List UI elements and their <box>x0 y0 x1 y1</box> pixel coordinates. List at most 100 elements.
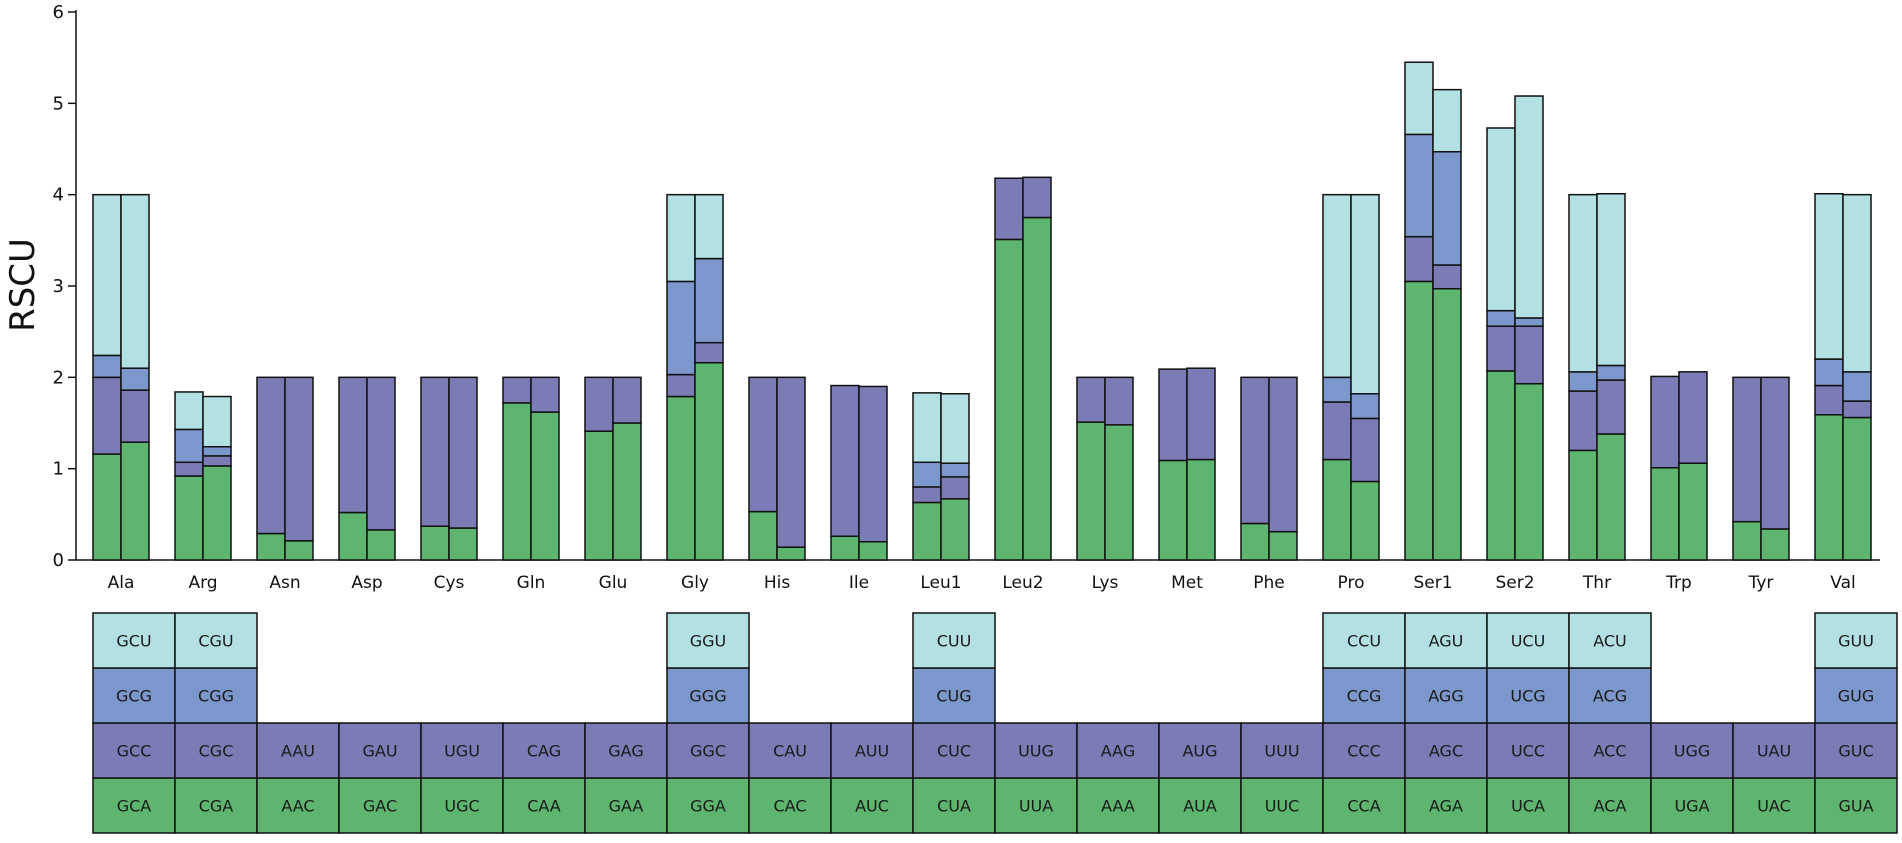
bar-segment <box>1814 384 1844 416</box>
codon-label: AAU <box>281 742 315 761</box>
codon-label: CUU <box>937 632 972 651</box>
bar-segment <box>202 445 232 457</box>
codon-label: GAU <box>362 742 397 761</box>
bar-segment <box>1076 421 1106 561</box>
bar-segment <box>940 498 970 561</box>
codon-label: UAC <box>1757 797 1791 816</box>
bar-segment <box>1404 280 1434 561</box>
y-tick-label: 0 <box>53 550 64 571</box>
x-tick-labels: Ala Arg Asn Asp Cys Gln Glu Gly His Ile Leu1 Leu2 Ly… <box>108 573 1856 593</box>
bar-segment <box>1432 264 1462 290</box>
codon-label: CCC <box>1347 742 1381 761</box>
codon-cell <box>1814 667 1898 724</box>
codon-label: GUU <box>1838 632 1874 651</box>
bar-segment <box>120 441 150 561</box>
codon-cell <box>502 722 586 779</box>
bar-segment <box>1596 379 1626 435</box>
bar-segment <box>1158 459 1188 561</box>
bar-segment <box>1350 393 1380 420</box>
x-tick-label: His <box>764 573 791 593</box>
codon-label: GGA <box>690 797 726 816</box>
codon-cell <box>1732 777 1816 834</box>
bar-segment <box>92 354 122 379</box>
bar-segment <box>1404 133 1434 238</box>
codon-cell <box>994 722 1078 779</box>
bar-segment <box>1514 325 1544 385</box>
bar-segment <box>994 177 1024 241</box>
bar-segment <box>174 391 204 431</box>
bar-segment <box>612 376 642 424</box>
codon-label: AUC <box>855 797 889 816</box>
x-tick-label: Glu <box>599 573 628 593</box>
bar-segment <box>120 389 150 443</box>
codon-cell <box>1650 777 1734 834</box>
codon-label: AAG <box>1101 742 1135 761</box>
bar-segment <box>912 486 942 504</box>
y-axis-label: RSCU <box>3 238 43 332</box>
bar-segment <box>830 384 860 538</box>
x-tick-label: Ser2 <box>1495 573 1534 593</box>
bar-segment <box>694 257 724 344</box>
codon-cell <box>174 777 258 834</box>
x-tick-label: Cys <box>434 573 465 593</box>
x-tick-label: Phe <box>1253 573 1285 593</box>
x-tick-label: Arg <box>188 573 217 593</box>
bar-segment <box>1268 376 1298 533</box>
codon-label: CUC <box>937 742 971 761</box>
bar-segment <box>420 525 450 561</box>
bar-segment <box>666 373 696 398</box>
codon-cell <box>666 777 750 834</box>
bar-segment <box>1322 193 1352 379</box>
codon-label: CAU <box>773 742 807 761</box>
codon-label: CGC <box>199 742 234 761</box>
bar-segment <box>338 376 368 514</box>
bar-segment <box>92 453 122 561</box>
codon-cell <box>1404 612 1488 669</box>
bar-segment <box>940 476 970 500</box>
bar-segment <box>1432 287 1462 561</box>
codon-label: CCG <box>1347 687 1382 706</box>
bar-segment <box>1732 520 1762 561</box>
bar-segment <box>1842 193 1872 373</box>
codon-label: ACG <box>1593 687 1627 706</box>
bar-segment <box>612 422 642 561</box>
codon-cell <box>174 667 258 724</box>
bar-segment <box>1486 370 1516 561</box>
codon-cell <box>92 722 176 779</box>
bar-segment <box>366 529 396 561</box>
y-tick-label: 5 <box>53 93 64 114</box>
bar-segment <box>530 411 560 561</box>
bar-segment <box>1022 216 1052 561</box>
x-tick-label: Gly <box>681 573 709 593</box>
bar-segment <box>284 376 314 542</box>
bar-segment <box>912 501 942 561</box>
bar-segment <box>1104 376 1134 426</box>
y-tick-label: 3 <box>53 276 64 297</box>
codon-label: CCU <box>1347 632 1381 651</box>
codon-cell <box>912 667 996 724</box>
bar-segment <box>256 376 286 535</box>
bar-segment <box>1596 433 1626 561</box>
bar-segment <box>1596 193 1626 367</box>
codon-label: UUC <box>1265 797 1300 816</box>
codon-label: GGU <box>690 632 727 651</box>
codon-label: CUA <box>937 797 971 816</box>
codon-label: GUG <box>1838 687 1875 706</box>
bar-segment <box>448 527 478 561</box>
bar-segment <box>1568 193 1598 373</box>
bar-segment <box>1814 358 1844 387</box>
bar-segment <box>1514 95 1544 319</box>
bar-segment <box>1814 414 1844 561</box>
codon-cell <box>1158 777 1242 834</box>
codon-label: UGU <box>444 742 480 761</box>
bar-segment <box>1814 193 1844 360</box>
bar-segment <box>858 385 888 543</box>
codon-label: AGG <box>1428 687 1463 706</box>
codon-label: CGG <box>198 687 234 706</box>
codon-label: CGA <box>199 797 234 816</box>
stacked-bars <box>92 61 1872 561</box>
x-tick-label: Leu2 <box>1002 573 1043 593</box>
codon-cell <box>1076 722 1160 779</box>
bar-segment <box>694 361 724 561</box>
